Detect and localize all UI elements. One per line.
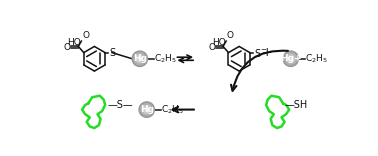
Circle shape: [144, 107, 149, 112]
Text: O: O: [227, 31, 234, 40]
Circle shape: [134, 53, 146, 65]
Text: O: O: [208, 43, 215, 52]
Text: S$^{-}$: S$^{-}$: [254, 47, 267, 59]
Text: HO: HO: [212, 38, 226, 47]
Circle shape: [287, 55, 295, 63]
Text: S: S: [109, 48, 115, 58]
Circle shape: [143, 106, 151, 114]
Text: $\mathregular{C_2H_5}$: $\mathregular{C_2H_5}$: [305, 53, 328, 65]
Circle shape: [138, 56, 142, 61]
Circle shape: [141, 104, 153, 116]
Text: O: O: [82, 31, 89, 40]
Text: +: +: [262, 46, 272, 59]
Text: $\mathregular{C_2H_5}$: $\mathregular{C_2H_5}$: [154, 53, 177, 65]
Circle shape: [132, 51, 147, 66]
Text: O: O: [64, 43, 71, 52]
Text: Hg: Hg: [140, 105, 154, 114]
Text: —SH: —SH: [285, 100, 308, 110]
Text: Hg+: Hg+: [280, 54, 302, 63]
Circle shape: [136, 55, 144, 63]
Text: $\mathregular{C_2H_5}$: $\mathregular{C_2H_5}$: [161, 103, 184, 116]
Circle shape: [285, 53, 297, 65]
Circle shape: [139, 102, 155, 117]
Text: Hg: Hg: [133, 54, 147, 63]
Circle shape: [288, 56, 293, 61]
Circle shape: [283, 51, 299, 66]
Text: HO: HO: [68, 38, 81, 47]
Text: —S—: —S—: [107, 100, 133, 110]
